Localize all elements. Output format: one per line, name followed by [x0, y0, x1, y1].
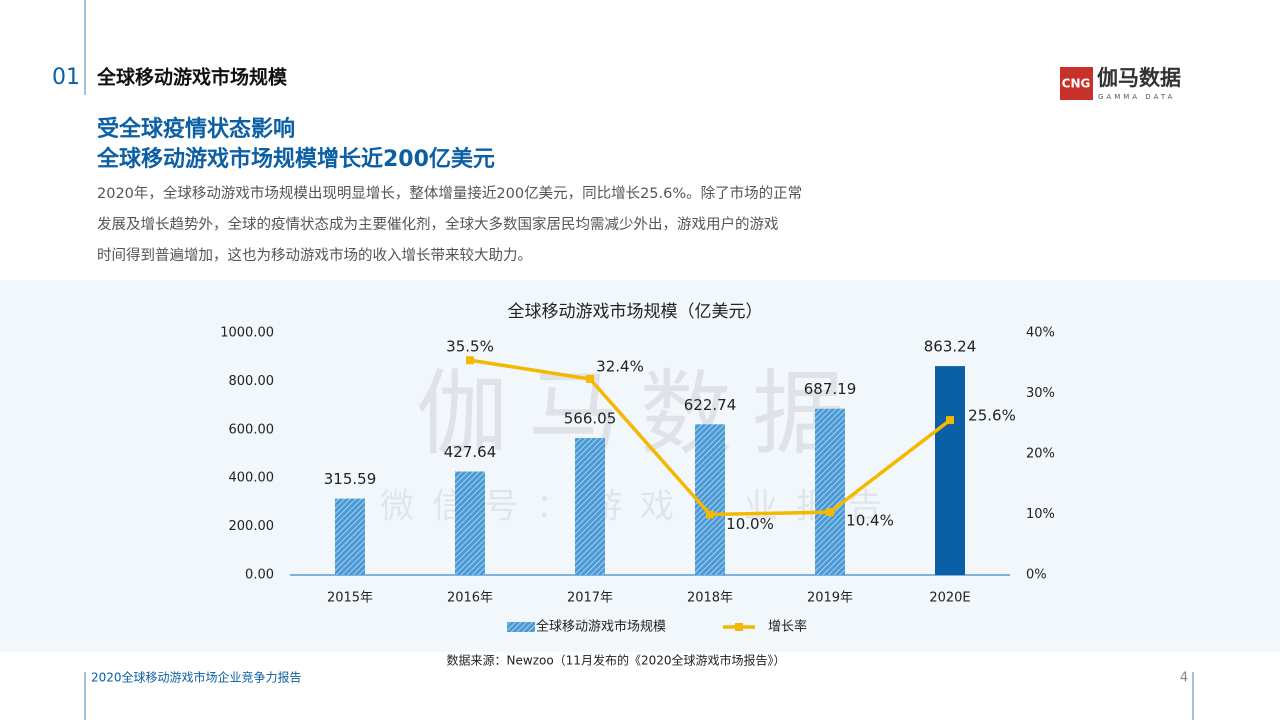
logo-subtitle: GAMMA DATA: [1098, 93, 1175, 101]
source: 数据来源：Newzoo（11月发布的《2020全球游戏市场报告》）: [447, 653, 786, 668]
data-label: 687.19: [804, 380, 857, 398]
data-label: 863.24: [924, 338, 977, 356]
x-tick-label: 2020E: [929, 591, 970, 606]
watermark: 伽马数据: [416, 360, 864, 467]
x-tick-label: 2018年: [687, 591, 733, 606]
data-label: 10.0%: [726, 515, 774, 533]
y-tick-label: 600.00: [229, 422, 275, 437]
footer-title: 2020全球移动游戏市场企业竞争力报告: [91, 670, 302, 685]
y2-tick-label: 10%: [1026, 507, 1055, 522]
point: [946, 416, 954, 425]
data-label: 32.4%: [596, 357, 644, 375]
logo-mark-bg: [1060, 67, 1093, 100]
bar: [815, 408, 845, 575]
page-number: 4: [1180, 671, 1188, 686]
point: [826, 508, 834, 517]
legend-label: 全球移动游戏市场规模: [536, 619, 666, 635]
y2-tick-label: 0%: [1026, 568, 1047, 583]
y2-tick-label: 30%: [1026, 386, 1055, 401]
bar: [455, 471, 485, 575]
data-label: 427.64: [444, 443, 497, 461]
x-tick-label: 2019年: [807, 591, 853, 606]
x-tick-label: 2015年: [327, 591, 373, 606]
paragraph: 时间得到普遍增加，这也为移动游戏市场的收入增长带来较大助力。: [97, 246, 532, 264]
bar: [935, 366, 965, 575]
y-tick-label: 1000.00: [220, 326, 274, 341]
x-tick-label: 2017年: [567, 591, 613, 606]
y-tick-label: 400.00: [229, 471, 275, 486]
bar: [695, 424, 725, 575]
point: [466, 356, 474, 365]
data-label: 35.5%: [446, 338, 494, 356]
paragraph: 2020年，全球移动游戏市场规模出现明显增长，整体增量接近200亿美元，同比增长…: [97, 184, 802, 202]
y-tick-label: 800.00: [229, 374, 275, 389]
headline: 受全球疫情状态影响: [97, 116, 295, 142]
headline: 全球移动游戏市场规模增长近200亿美元: [96, 146, 495, 172]
data-label: 25.6%: [968, 407, 1016, 425]
y-tick-label: 200.00: [229, 519, 275, 534]
point: [586, 374, 594, 383]
y2-tick-label: 20%: [1026, 447, 1055, 462]
bar: [575, 438, 605, 575]
legend-swatch: [507, 622, 535, 632]
y2-tick-label: 40%: [1026, 326, 1055, 341]
logo-name: 伽马数据: [1097, 66, 1181, 90]
x-tick-label: 2016年: [447, 591, 493, 606]
paragraph: 发展及增长趋势外，全球的疫情状态成为主要催化剂，全球大多数国家居民均需减少外出，…: [97, 215, 779, 233]
chart-title: 全球移动游戏市场规模（亿美元）: [508, 302, 763, 322]
logo-mark: CNG: [1062, 77, 1091, 91]
chart-background: [0, 280, 1280, 652]
section-title: 全球移动游戏市场规模: [96, 66, 288, 89]
point: [706, 510, 714, 519]
bar: [335, 498, 365, 575]
data-label: 622.74: [684, 396, 737, 414]
y-tick-label: 0.00: [245, 568, 274, 583]
data-label: 10.4%: [846, 512, 894, 530]
data-label: 315.59: [324, 470, 377, 488]
plot: 0.00 200.00 400.00 600.00 800.00 1000.00 0% 10%…: [220, 326, 1055, 635]
legend-swatch: [735, 623, 743, 631]
legend-label: 增长率: [768, 619, 807, 635]
data-label: 566.05: [564, 410, 617, 428]
section-number: 01: [52, 65, 80, 90]
